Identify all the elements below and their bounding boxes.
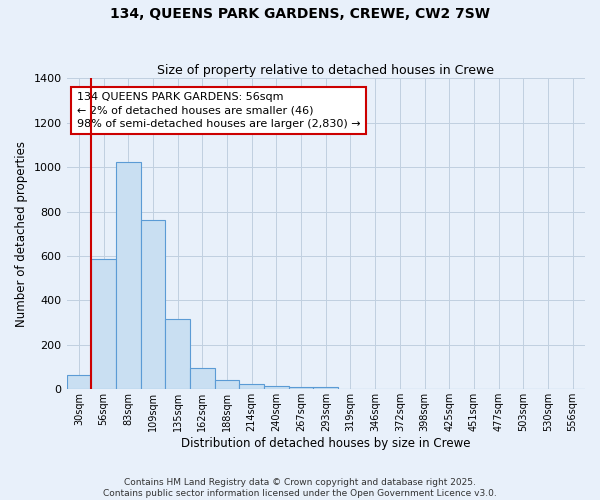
Bar xyxy=(239,384,264,390)
Bar xyxy=(165,320,190,390)
Bar xyxy=(116,162,140,390)
X-axis label: Distribution of detached houses by size in Crewe: Distribution of detached houses by size … xyxy=(181,437,470,450)
Bar xyxy=(91,260,116,390)
Bar xyxy=(289,388,313,390)
Title: Size of property relative to detached houses in Crewe: Size of property relative to detached ho… xyxy=(157,64,494,77)
Bar xyxy=(67,375,91,390)
Bar xyxy=(313,386,338,390)
Text: 134 QUEENS PARK GARDENS: 56sqm
← 2% of detached houses are smaller (46)
98% of s: 134 QUEENS PARK GARDENS: 56sqm ← 2% of d… xyxy=(77,92,361,128)
Text: 134, QUEENS PARK GARDENS, CREWE, CW2 7SW: 134, QUEENS PARK GARDENS, CREWE, CW2 7SW xyxy=(110,8,490,22)
Text: Contains HM Land Registry data © Crown copyright and database right 2025.
Contai: Contains HM Land Registry data © Crown c… xyxy=(103,478,497,498)
Bar xyxy=(215,380,239,390)
Y-axis label: Number of detached properties: Number of detached properties xyxy=(15,140,28,326)
Bar xyxy=(264,386,289,390)
Bar xyxy=(190,368,215,390)
Bar xyxy=(140,220,165,390)
